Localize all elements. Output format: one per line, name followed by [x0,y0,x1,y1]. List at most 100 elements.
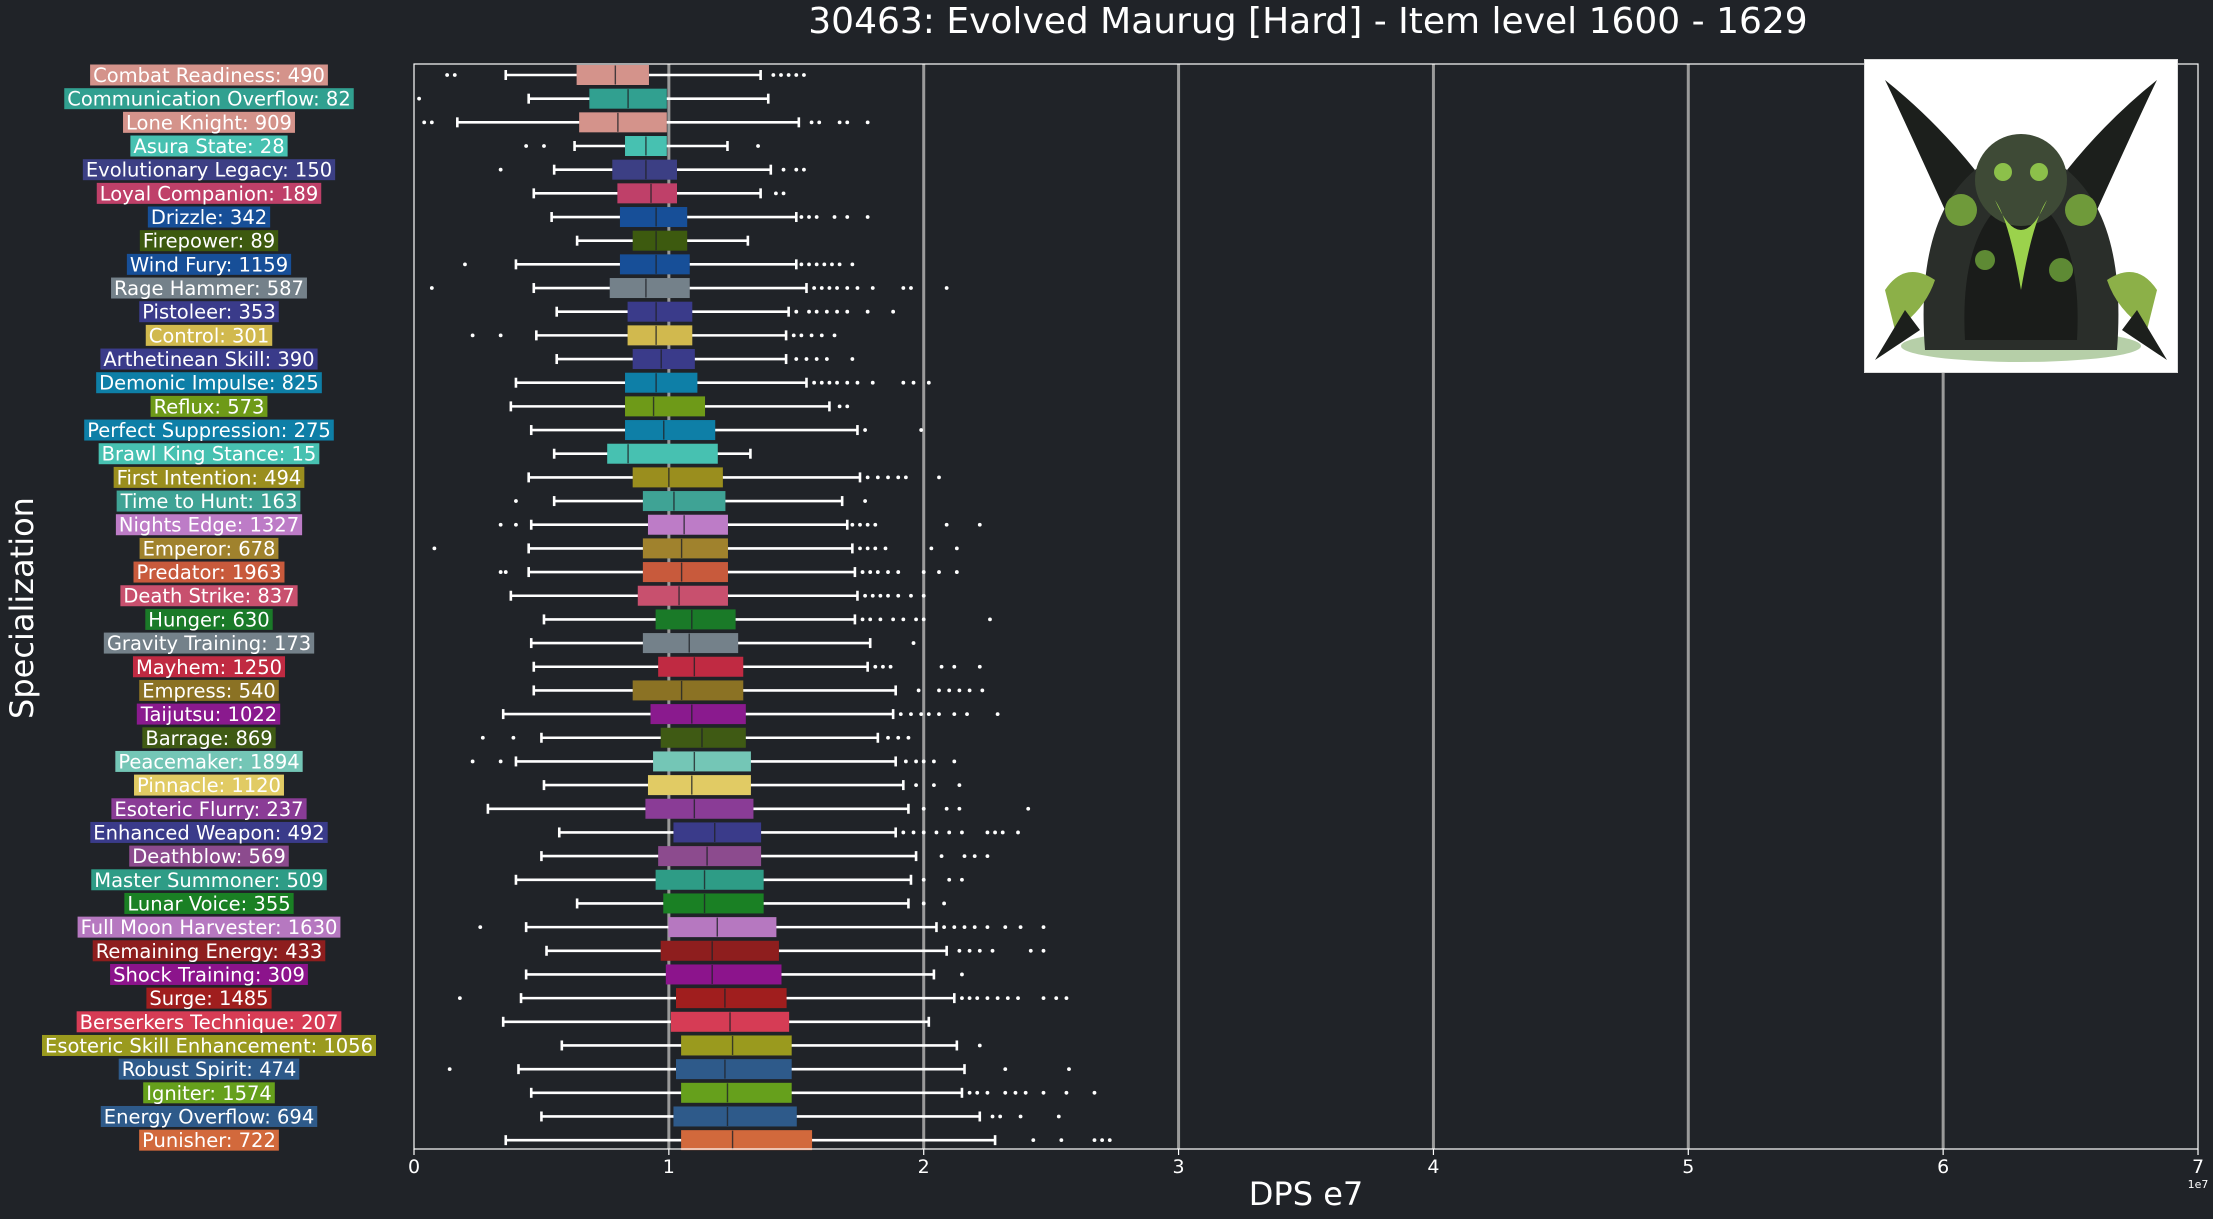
spec-label: Peacemaker: 1894 [115,750,302,773]
outlier-point [794,357,798,361]
iqr-box [643,492,725,511]
iqr-box [633,350,694,369]
box-plot-row [499,563,959,582]
box-plot-row [445,66,806,85]
iqr-box [648,776,750,795]
iqr-box [628,302,692,321]
outlier-point [896,736,900,740]
chart-title: 30463: Evolved Maurug [Hard] - Item leve… [808,1,1807,42]
box-plot-row [534,184,786,203]
outlier-point [937,712,941,716]
outlier-point [919,712,923,716]
spec-label-text: Deathblow: 569 [132,845,286,868]
box-plot-row [562,1036,982,1055]
outlier-point [886,736,890,740]
outlier-point [1042,925,1046,929]
spec-label-text: Firepower: 89 [143,230,275,253]
outlier-point [866,215,870,219]
outlier-point [873,547,877,551]
spec-label-text: Evolutionary Legacy: 150 [86,159,332,182]
spec-label-text: Lone Knight: 909 [126,111,292,134]
spec-label-text: Perfect Suppression: 275 [87,419,331,442]
outlier-point [886,570,890,574]
spec-label-text: Asura State: 28 [133,135,284,158]
spec-label: Combat Readiness: 490 [90,64,328,87]
outlier-point [886,594,890,598]
outlier-point [833,215,837,219]
outlier-point [866,547,870,551]
spec-label: Death Strike: 837 [120,585,297,608]
spec-label-text: Wind Fury: 1159 [130,253,288,276]
x-tick-label: 4 [1427,1156,1439,1178]
x-tick-label: 1 [663,1156,675,1178]
box-plot-row [458,989,1068,1008]
outlier-point [963,925,967,929]
outlier-point [996,996,1000,1000]
iqr-box [682,1083,792,1102]
outlier-point [478,925,482,929]
outlier-point [935,831,939,835]
box-plot-row [531,421,923,440]
outlier-point [975,1091,979,1095]
outlier-point [901,831,905,835]
outlier-point [986,1091,990,1095]
outlier-point [1019,925,1023,929]
outlier-point [917,689,921,693]
outlier-point [914,618,918,622]
outlier-point [1026,807,1030,811]
outlier-point [828,381,832,385]
box-plot-row [516,373,931,392]
outlier-point [845,286,849,290]
iqr-box [618,184,677,203]
outlier-point [799,333,803,337]
outlier-point [448,1067,452,1071]
spec-label-text: Demonic Impulse: 825 [99,372,319,395]
box-plot-row [511,586,926,605]
outlier-point [986,854,990,858]
iqr-box [643,563,727,582]
box-plot-row [422,113,869,132]
box-plot-row [488,799,1030,818]
outlier-point [799,262,803,266]
spec-label: Asura State: 28 [130,135,287,158]
outlier-point [863,594,867,598]
outlier-point [942,902,946,906]
outlier-point [514,523,518,527]
box-plot-row [463,255,854,274]
box-plot-row [432,539,958,558]
iqr-box [682,1036,792,1055]
iqr-box [674,1107,796,1126]
outlier-point [942,925,946,929]
outlier-point [504,570,508,574]
box-plot-row [448,1060,1071,1079]
outlier-point [499,760,503,764]
box-plot-row [557,350,855,369]
outlier-point [907,736,911,740]
spec-label-text: Rage Hammer: 587 [114,277,304,300]
outlier-point [863,499,867,503]
outlier-point [912,641,916,645]
iqr-box [659,847,761,866]
box-plot-row [499,160,806,179]
spec-label: Barrage: 869 [142,727,275,750]
iqr-box [638,586,727,605]
spec-label-text: Barrage: 869 [145,727,272,750]
iqr-box [577,66,648,85]
outlier-point [782,191,786,195]
outlier-point [960,878,964,882]
outlier-point [904,760,908,764]
iqr-box [608,444,718,463]
outlier-point [471,760,475,764]
outlier-point [901,381,905,385]
box-plot-row [499,515,982,534]
outlier-point [937,475,941,479]
outlier-point [986,925,990,929]
outlier-point [838,262,842,266]
iqr-box [620,255,689,274]
spec-label-text: Emperor: 678 [143,537,276,560]
outlier-point [1016,996,1020,1000]
outlier-point [952,925,956,929]
outlier-point [1065,1091,1069,1095]
outlier-point [904,475,908,479]
outlier-point [973,925,977,929]
